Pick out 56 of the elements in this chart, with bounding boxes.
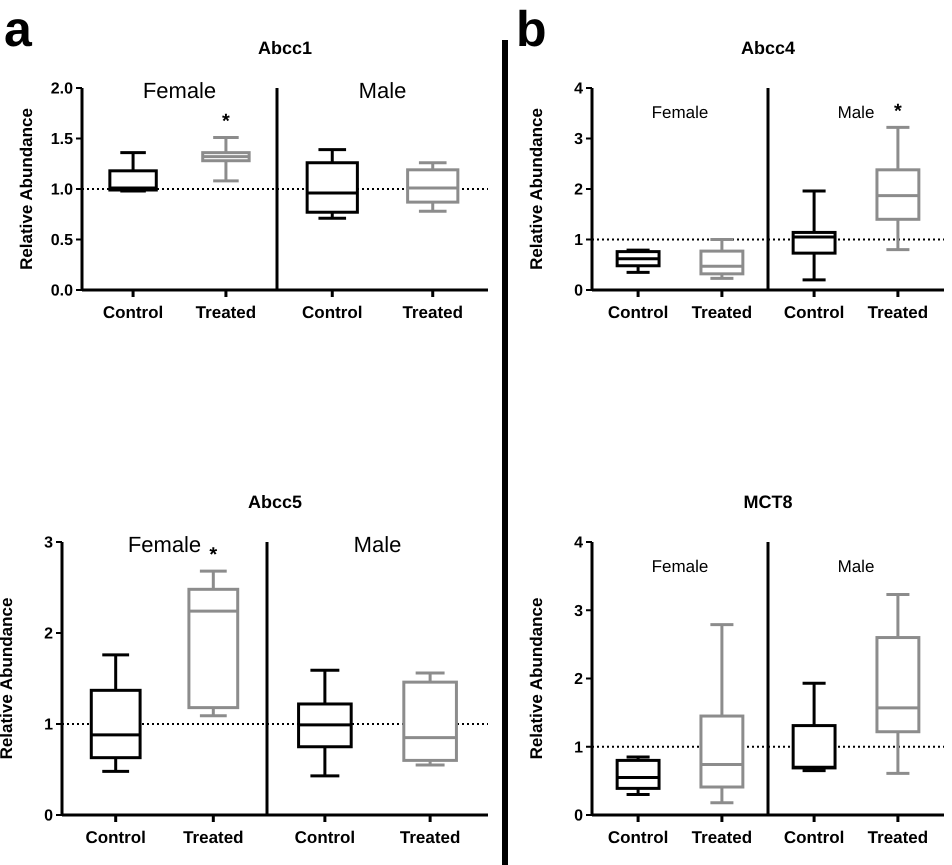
y-tick-label: 1.0: [50, 182, 74, 199]
chart-subtitle: Male: [354, 532, 402, 557]
x-tick-label: Treated: [400, 828, 460, 847]
x-tick-label: Control: [784, 303, 844, 322]
y-axis-title: Relative Abundance: [17, 108, 36, 270]
text: Male: [838, 557, 874, 576]
x-tick-label: Control: [294, 828, 356, 847]
y-tick-label: 4: [574, 534, 584, 552]
x-tick-label: Control: [608, 303, 668, 322]
y-tick-label: 0.0: [50, 282, 74, 300]
x-tick-label: Treated: [196, 303, 256, 322]
y-axis-title: Relative Abundance: [0, 598, 16, 760]
x-tick-label: Control: [302, 303, 362, 322]
y-tick-label: 2.0: [50, 80, 74, 98]
x-tick-label: Treated: [402, 303, 463, 322]
annotation: *: [894, 100, 902, 122]
y-tick-label: 3: [44, 534, 54, 552]
text: Male: [838, 103, 874, 122]
chart-title: Abcc1: [258, 38, 312, 58]
x-tick-label: Treated: [692, 303, 752, 322]
annotation: *: [222, 110, 230, 132]
y-tick-label: 0: [574, 282, 584, 300]
text: a: [4, 1, 33, 57]
chart-title: Abcc5: [248, 492, 302, 512]
text: b: [516, 1, 547, 57]
y-tick-label: 0: [44, 808, 54, 825]
y-tick-label: 1.5: [50, 131, 74, 148]
y-tick-label: 2: [44, 626, 54, 643]
chart-subtitle: Male: [358, 78, 406, 103]
y-tick-label: 1: [574, 739, 584, 756]
x-tick-label: Control: [102, 303, 164, 322]
y-tick-label: 0: [574, 808, 584, 825]
chart-subtitle: Female: [128, 532, 202, 557]
chart-title: MCT8: [744, 492, 792, 512]
y-tick-label: 0.5: [50, 232, 74, 250]
text: Female: [652, 557, 708, 576]
y-tick-label: 4: [574, 80, 584, 98]
y-tick-label: 2: [574, 671, 584, 688]
x-tick-label: Treated: [868, 828, 928, 847]
text: Female: [652, 103, 708, 122]
y-tick-label: 2: [574, 182, 584, 199]
y-tick-label: 3: [574, 131, 584, 148]
chart-title: Abcc4: [740, 38, 796, 58]
chart-subtitle: Female: [142, 78, 216, 103]
x-tick-label: Treated: [183, 828, 244, 847]
x-tick-label: Control: [85, 828, 146, 847]
x-tick-label: Control: [784, 828, 844, 847]
y-axis-title: Relative Abundance: [527, 108, 546, 270]
x-tick-label: Treated: [692, 828, 752, 847]
y-axis-title: Relative Abundance: [527, 598, 546, 760]
y-tick-label: 3: [574, 602, 584, 620]
y-tick-label: 1: [44, 716, 54, 734]
y-tick-label: 1: [574, 232, 584, 250]
x-tick-label: Treated: [868, 303, 928, 322]
annotation: *: [209, 544, 218, 566]
x-tick-label: Control: [608, 828, 668, 847]
